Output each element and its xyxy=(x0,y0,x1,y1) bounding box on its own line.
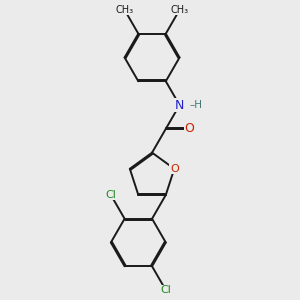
Text: O: O xyxy=(184,122,194,135)
Text: –H: –H xyxy=(190,100,203,110)
Text: Cl: Cl xyxy=(105,190,116,200)
Text: Cl: Cl xyxy=(160,285,171,295)
Text: CH₃: CH₃ xyxy=(116,5,134,15)
Text: O: O xyxy=(170,164,179,174)
Text: CH₃: CH₃ xyxy=(170,5,189,15)
Text: N: N xyxy=(175,99,184,112)
